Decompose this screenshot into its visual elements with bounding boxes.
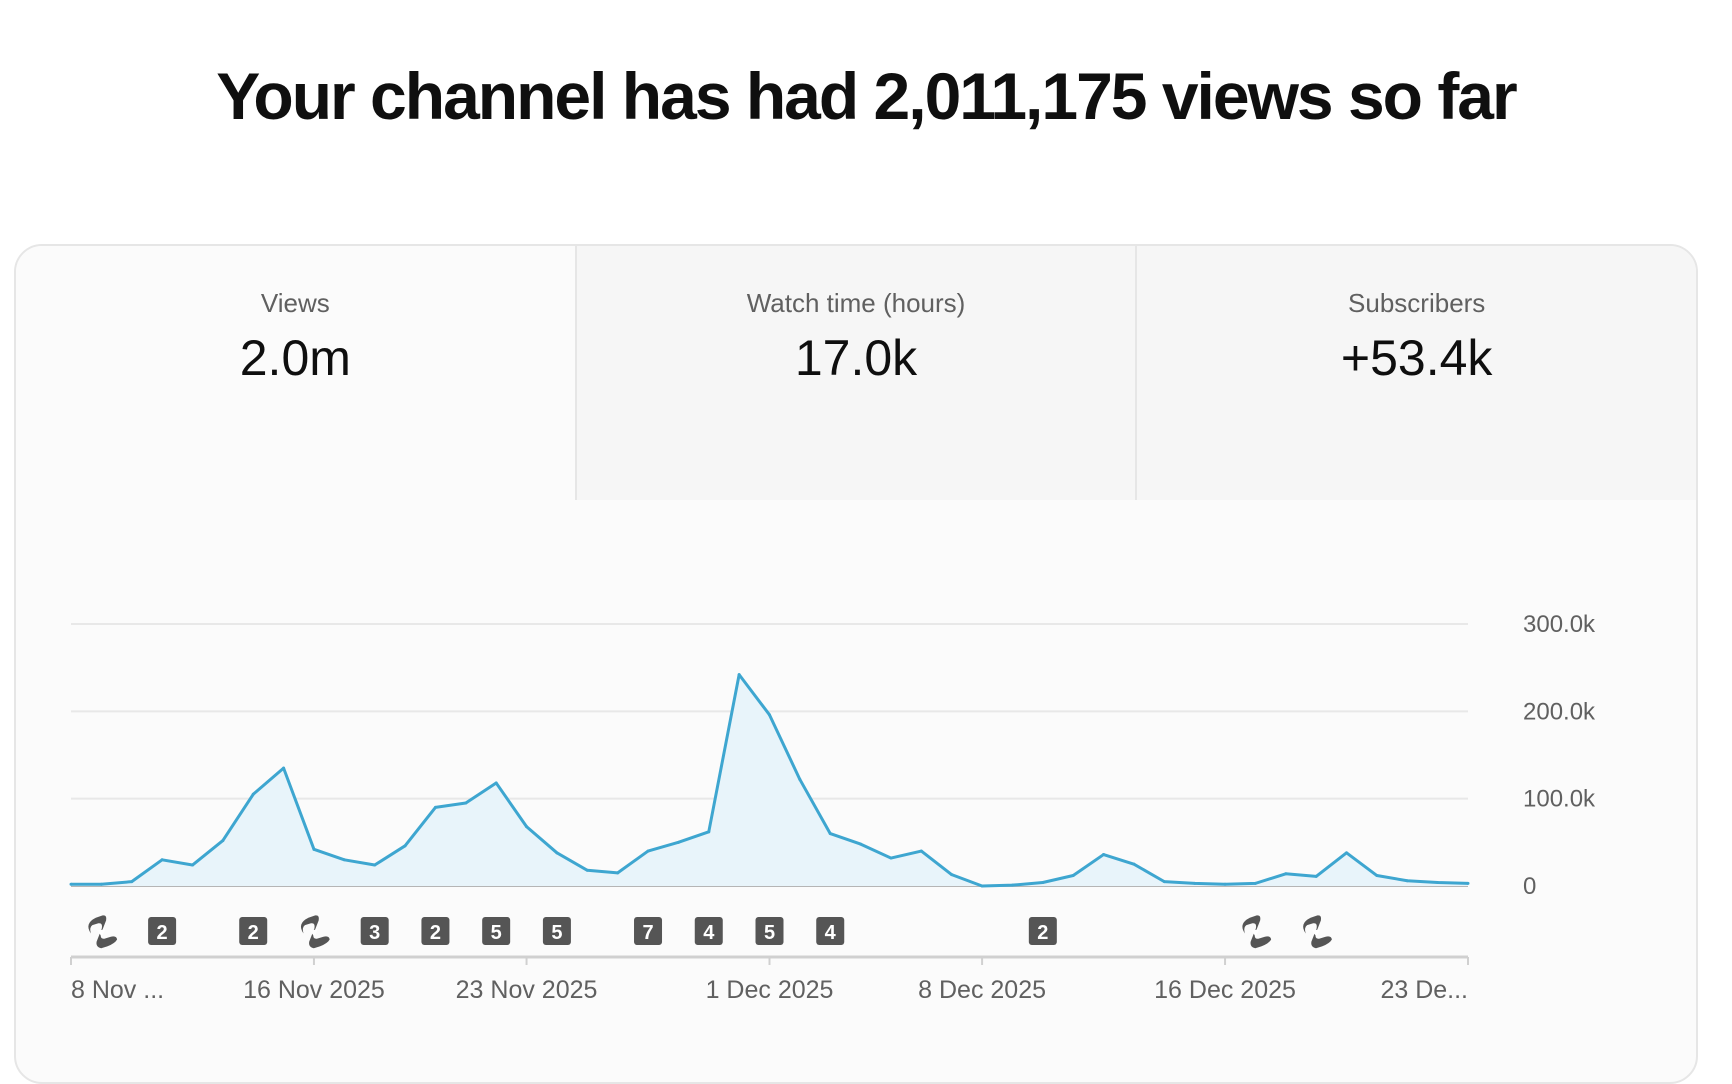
upload-count-badge [421,917,450,945]
upload-count-label: 5 [764,922,775,944]
data-point [312,847,316,851]
data-point [1284,872,1288,876]
data-point [798,777,802,781]
upload-count-label: 2 [248,922,259,944]
data-point [585,868,589,872]
data-point [1223,882,1227,886]
data-point [1041,881,1045,885]
views-chart: 300.0k 200.0k 100.0k 0 2 2 3 2 5 5 7 4 5 4 2 8 Nov ... 1… [69,611,1596,1004]
data-point [1345,851,1349,855]
page-title: Your channel has had 2,011,175 views so … [216,59,1517,133]
tab-label: Watch time (hours) [746,288,966,318]
data-point [919,849,923,853]
upload-count-badge [542,917,571,945]
data-point [676,840,680,844]
data-point [1375,874,1379,878]
data-point [130,880,134,884]
data-point [950,873,954,877]
data-point [1071,874,1075,878]
tab-label: Subscribers [1348,288,1486,318]
data-point [980,884,984,888]
x-tick-label: 8 Dec 2025 [918,976,1046,1004]
data-point [828,832,832,836]
data-point [1132,862,1136,866]
shorts-icon [1303,915,1332,949]
data-point [342,858,346,862]
tab-watch-time[interactable]: Watch time (hours) 17.0k [574,246,1136,500]
tab-views[interactable]: Views 2.0m [16,246,575,500]
data-point [373,863,377,867]
upload-count-label: 2 [157,922,168,944]
data-point [525,825,529,829]
series-area [71,674,1468,886]
data-point [1253,881,1257,885]
tab-value: +53.4k [1340,330,1493,386]
data-point [494,781,498,785]
data-point [555,851,559,855]
data-point [1162,880,1166,884]
data-point [859,842,863,846]
upload-count-badge [634,917,663,945]
tab-value: 17.0k [794,330,918,386]
shorts-icon [1242,915,1272,949]
metric-tabs: Views 2.0m Watch time (hours) 17.0k Subs… [16,246,1696,500]
upload-count-badge [755,917,784,945]
data-point [616,871,620,875]
upload-count-label: 2 [430,922,441,944]
x-tick-label: 16 Nov 2025 [243,976,385,1004]
data-point [433,805,437,809]
data-point [1314,874,1318,878]
y-tick-label: 0 [1523,873,1536,900]
shorts-icon [88,915,118,949]
data-point [1102,853,1106,857]
data-point [1193,881,1197,885]
y-tick-label: 200.0k [1523,698,1596,725]
upload-count-label: 2 [1037,922,1048,944]
data-point [221,839,225,843]
chart-area: 300.0k 200.0k 100.0k 0 2 2 3 2 5 5 7 4 5 4 2 8 Nov ... 1… [16,500,1696,1082]
upload-count-label: 7 [642,922,653,944]
data-point [737,673,741,677]
upload-count-label: 4 [825,922,837,944]
upload-count-label: 3 [369,922,380,944]
x-tick-label: 16 Dec 2025 [1154,976,1296,1004]
data-point [282,766,286,770]
data-point [251,792,255,796]
data-point [646,849,650,853]
data-point [99,882,103,886]
upload-count-badge [239,917,268,945]
upload-count-label: 5 [491,922,502,944]
upload-count-badge [816,917,845,945]
data-point [403,844,407,848]
data-point [1436,881,1440,885]
tab-subscribers[interactable]: Subscribers +53.4k [1135,246,1696,500]
upload-count-label: 5 [551,922,562,944]
shorts-icon [300,915,330,949]
upload-count-badge [148,917,177,945]
data-point [1405,879,1409,883]
data-point [1010,883,1014,887]
analytics-card: Views 2.0m Watch time (hours) 17.0k Subs… [14,244,1698,1084]
data-point [1466,881,1470,885]
data-point [190,863,194,867]
tab-label: Views [260,288,330,318]
x-tick-label: 23 Nov 2025 [456,976,598,1004]
data-point [707,830,711,834]
data-point [69,882,73,886]
data-point [160,858,164,862]
y-tick-label: 100.0k [1523,786,1596,813]
data-point [889,856,893,860]
upload-count-badge [1028,917,1057,945]
upload-count-badge [694,917,723,945]
upload-count-badge [360,917,389,945]
x-tick-label: 8 Nov ... [71,976,164,1004]
tab-value: 2.0m [239,330,351,386]
y-tick-label: 300.0k [1523,611,1596,638]
data-point [768,713,771,717]
x-tick-label: 1 Dec 2025 [706,976,834,1004]
upload-count-badge [482,917,511,945]
data-point [464,801,468,805]
upload-count-label: 4 [703,922,715,944]
x-tick-label: 23 De... [1380,976,1468,1004]
